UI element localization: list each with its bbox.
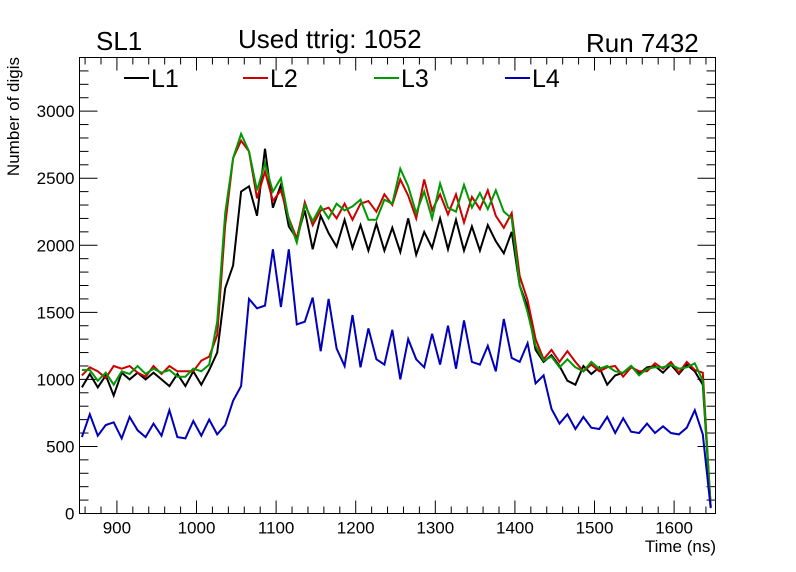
series-line-l3 [81, 131, 712, 507]
plot-frame [79, 57, 716, 514]
x-tick-label: 1600 [655, 519, 693, 538]
y-tick-label: 2500 [37, 169, 75, 188]
axes: 900 1000 1100 1200 1300 1400 1500 1600 0 500 1000 1… [37, 57, 716, 538]
x-tick-label: 1200 [337, 519, 375, 538]
x-tick-label: 900 [103, 519, 131, 538]
y-tick-label: 3000 [37, 102, 75, 121]
superlayer-label: SL1 [96, 26, 143, 56]
y-tick-label: 500 [46, 437, 74, 456]
series-group [80, 131, 712, 509]
x-tick-label: 1300 [416, 519, 454, 538]
run-label: Run 7432 [586, 28, 699, 58]
y-axis-label: Number of digis [4, 57, 23, 176]
x-tick-label: 1500 [576, 519, 614, 538]
x-tick-label: 1000 [178, 519, 216, 538]
x-tick-label: 1400 [496, 519, 534, 538]
legend-label-l1: L1 [151, 65, 179, 93]
chart-title: Used ttrig: 1052 [238, 24, 422, 54]
series-line-l4 [80, 249, 712, 509]
legend-label-l4: L4 [532, 65, 560, 93]
legend-label-l2: L2 [270, 65, 298, 93]
y-tick-label: 2000 [37, 236, 75, 255]
series-line-l1 [81, 148, 712, 507]
y-tick-label: 0 [65, 505, 74, 524]
legend: L1 L2 L3 L4 [124, 65, 560, 93]
x-tick-label: 1100 [258, 519, 295, 538]
x-axis-label: Time (ns) [645, 537, 716, 556]
y-tick-label: 1000 [37, 370, 75, 389]
y-tick-label: 1500 [37, 303, 75, 322]
series-line-l2 [81, 138, 712, 507]
legend-label-l3: L3 [401, 65, 429, 93]
